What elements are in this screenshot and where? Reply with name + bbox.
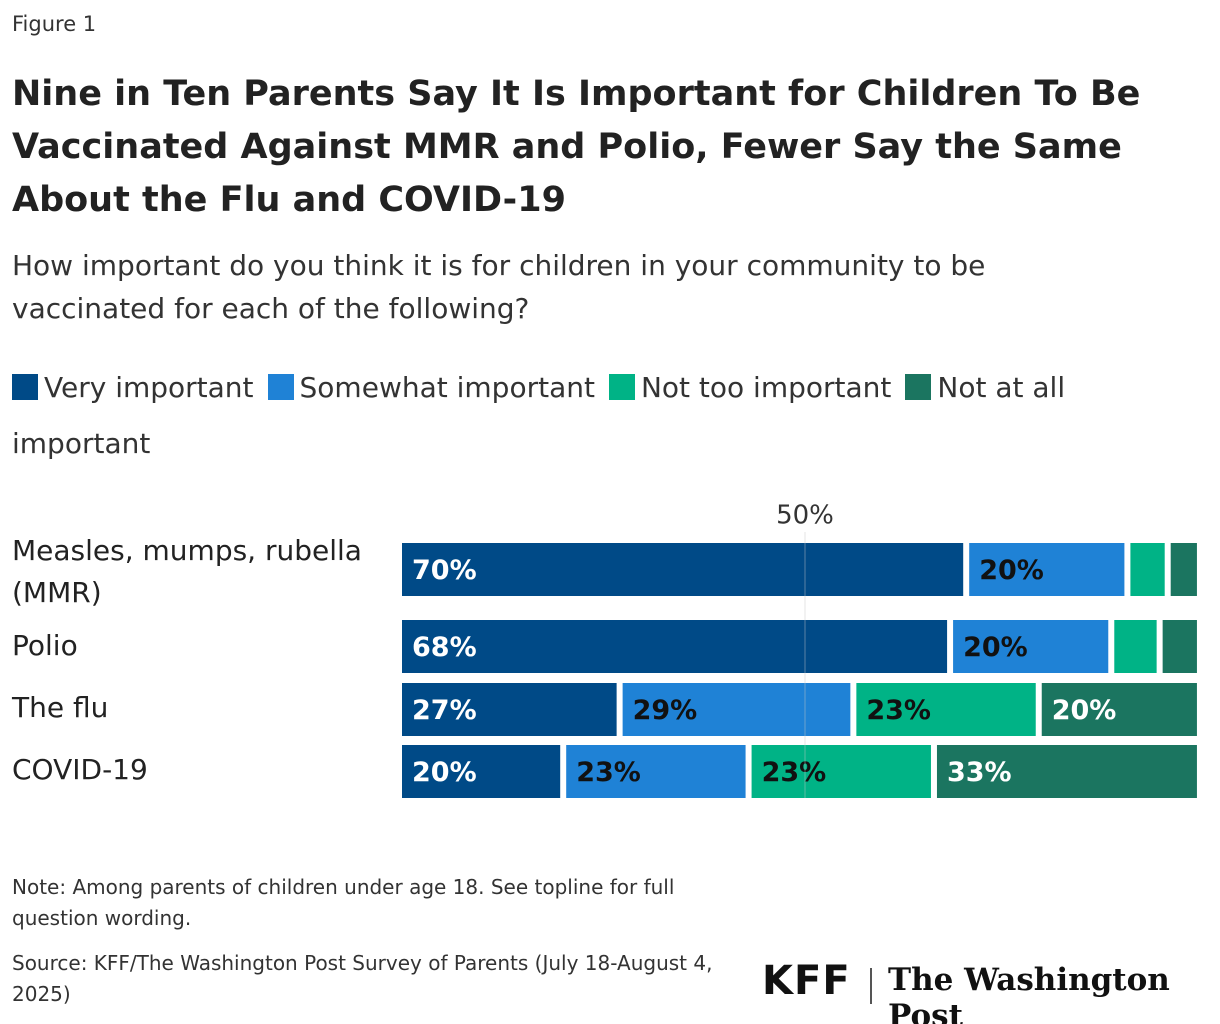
data-label: 29% [633, 695, 698, 726]
bar-segment [402, 745, 561, 798]
bar-segment [566, 745, 746, 798]
legend: Very important Somewhat important Not too … [12, 360, 1192, 472]
legend-swatch [905, 374, 932, 400]
data-label: 33% [947, 757, 1012, 788]
data-label: 27% [412, 695, 477, 726]
category-label: The flu [12, 691, 109, 724]
bar-segment [622, 683, 851, 736]
x-tick-label: 50% [776, 501, 834, 531]
note: Note: Among parents of children under ag… [12, 875, 675, 930]
bar-segment [402, 620, 948, 673]
logo: The Washington Post [888, 962, 1170, 1024]
bar-segment [969, 543, 1125, 596]
bar-segment [1114, 620, 1157, 673]
bar-segment [856, 683, 1036, 736]
bar-segment [1130, 543, 1165, 596]
legend-item: Somewhat important [267, 371, 595, 404]
data-label: 68% [412, 632, 477, 663]
data-label: 23% [576, 757, 641, 788]
bar-segment [1170, 543, 1197, 596]
data-label: 20% [412, 757, 477, 788]
chart-title: Nine in Ten Parents Say It Is Important … [12, 74, 1141, 220]
logo: KFF [762, 958, 851, 1004]
bar-segment [1162, 620, 1197, 673]
legend-label: Very important [44, 371, 254, 404]
legend-swatch [12, 374, 38, 400]
legend-label: Not at all important [12, 371, 1066, 460]
legend-label: Somewhat important [299, 371, 595, 404]
logo-separator [870, 968, 872, 1004]
category-labels: Measles, mumps, rubella (MMR) Polio The fl… [0, 490, 400, 820]
category-label: COVID-19 [12, 753, 148, 786]
bar-segment [402, 543, 964, 596]
bar-segment [953, 620, 1109, 673]
category-label: Polio [12, 629, 78, 662]
data-label: 23% [762, 757, 827, 788]
source: Source: KFF/The Washington Post Survey o… [12, 951, 713, 1006]
legend-item: Not too important [608, 371, 892, 404]
category-label: Measles, mumps, rubella (MMR) [12, 534, 362, 609]
figure-label: Figure 1 [12, 12, 97, 36]
data-label: 20% [1052, 695, 1117, 726]
chart-subtitle: How important do you think it is for chi… [12, 249, 986, 325]
legend-label: Not too important [640, 371, 892, 404]
chart: 70% 20% 68% 20% 27% 29% 23% 20% 20% 23% 23% 33% 50% [402, 501, 1197, 798]
legend-item: Very important [12, 371, 254, 404]
data-label: 20% [963, 632, 1028, 663]
bar-segment [751, 745, 931, 798]
data-label: 20% [979, 555, 1044, 586]
data-label: 23% [866, 695, 931, 726]
legend-swatch [267, 374, 294, 400]
bar-segment [1041, 683, 1197, 736]
legend-item: Not at all important [12, 371, 1065, 460]
bar-segment [402, 683, 617, 736]
legend-swatch [608, 374, 635, 400]
bar-segment [936, 745, 1197, 798]
data-label: 70% [412, 555, 477, 586]
